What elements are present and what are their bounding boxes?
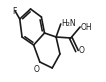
Text: F: F bbox=[13, 6, 17, 15]
Text: OH: OH bbox=[80, 22, 92, 31]
Text: O: O bbox=[79, 46, 84, 55]
Text: H₂N: H₂N bbox=[62, 20, 76, 29]
Text: O: O bbox=[34, 66, 40, 75]
